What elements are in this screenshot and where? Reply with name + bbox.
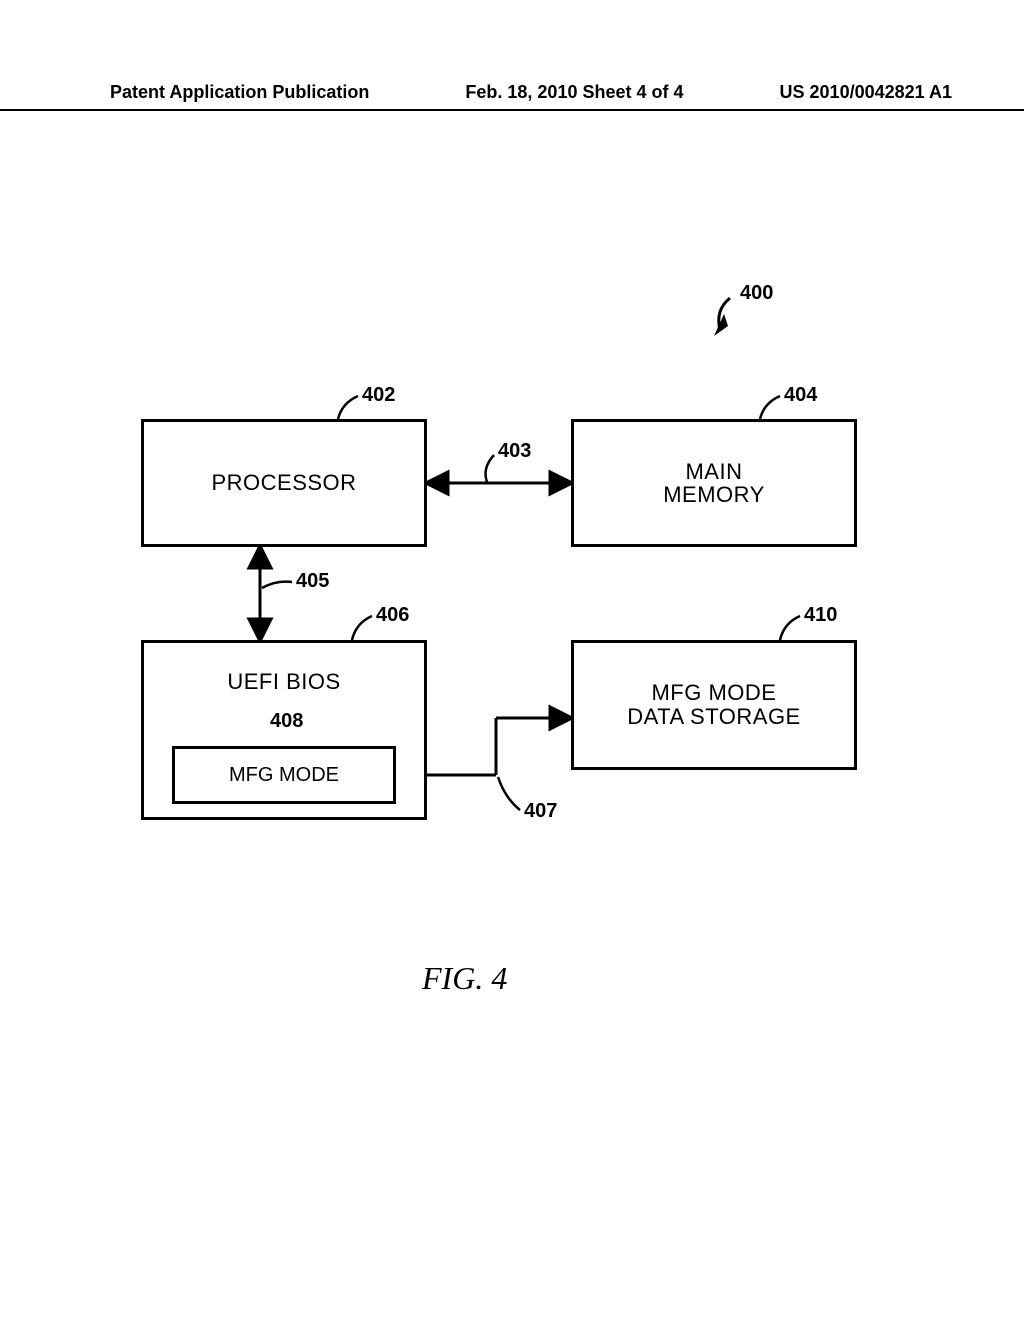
ref-402: 402 [362, 384, 395, 407]
figure-caption: FIG. 4 [422, 960, 507, 997]
ref-407: 407 [524, 800, 557, 823]
mfg-mode-box: MFG MODE [172, 746, 396, 804]
mfg-mode-label: MFG MODE [229, 764, 339, 787]
processor-label: PROCESSOR [211, 470, 356, 496]
mfg-mode-storage-label-line1: MFG MODE [627, 681, 800, 705]
main-memory-label: MAIN MEMORY [663, 460, 765, 506]
main-memory-label-line2: MEMORY [663, 483, 765, 506]
uefi-bios-label: UEFI BIOS [227, 669, 340, 695]
ref-406: 406 [376, 604, 409, 627]
main-memory-box: MAIN MEMORY [571, 419, 857, 547]
ref-403: 403 [498, 440, 531, 463]
block-diagram: 400 PROCESSOR 402 MAIN MEMORY 404 403 40… [0, 0, 1024, 1320]
mfg-mode-storage-box: MFG MODE DATA STORAGE [571, 640, 857, 770]
ref-404: 404 [784, 384, 817, 407]
ref-408: 408 [270, 710, 303, 733]
mfg-mode-storage-label-line2: DATA STORAGE [627, 705, 800, 729]
ref-410: 410 [804, 604, 837, 627]
ref-405: 405 [296, 570, 329, 593]
ref-400: 400 [740, 282, 773, 305]
mfg-mode-storage-label: MFG MODE DATA STORAGE [627, 681, 800, 729]
processor-box: PROCESSOR [141, 419, 427, 547]
main-memory-label-line1: MAIN [663, 460, 765, 483]
